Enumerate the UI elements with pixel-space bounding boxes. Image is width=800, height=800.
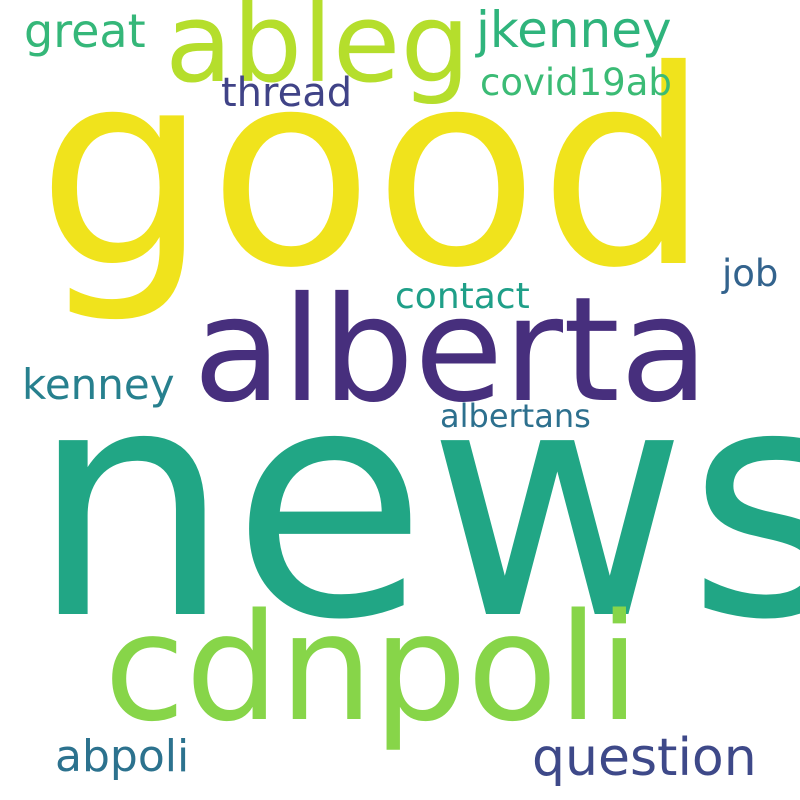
word-kenney: kenney [22, 360, 175, 409]
word-good: good [37, 12, 711, 327]
word-question: question [532, 728, 757, 788]
word-great: great [24, 4, 146, 58]
word-jkenney: jkenney [476, 1, 672, 59]
word-cdnpoli: cdnpoli [104, 582, 640, 754]
word-ableg: ableg [165, 0, 471, 107]
word-alberta: alberta [193, 266, 709, 435]
word-thread: thread [221, 70, 353, 116]
word-job: job [722, 252, 779, 295]
word-covid19ab: covid19ab [480, 61, 672, 104]
word-abpoli: abpoli [55, 731, 190, 782]
word-contact: contact [395, 276, 530, 317]
word-albertans: albertans [440, 397, 591, 435]
word-news: news [30, 319, 800, 689]
